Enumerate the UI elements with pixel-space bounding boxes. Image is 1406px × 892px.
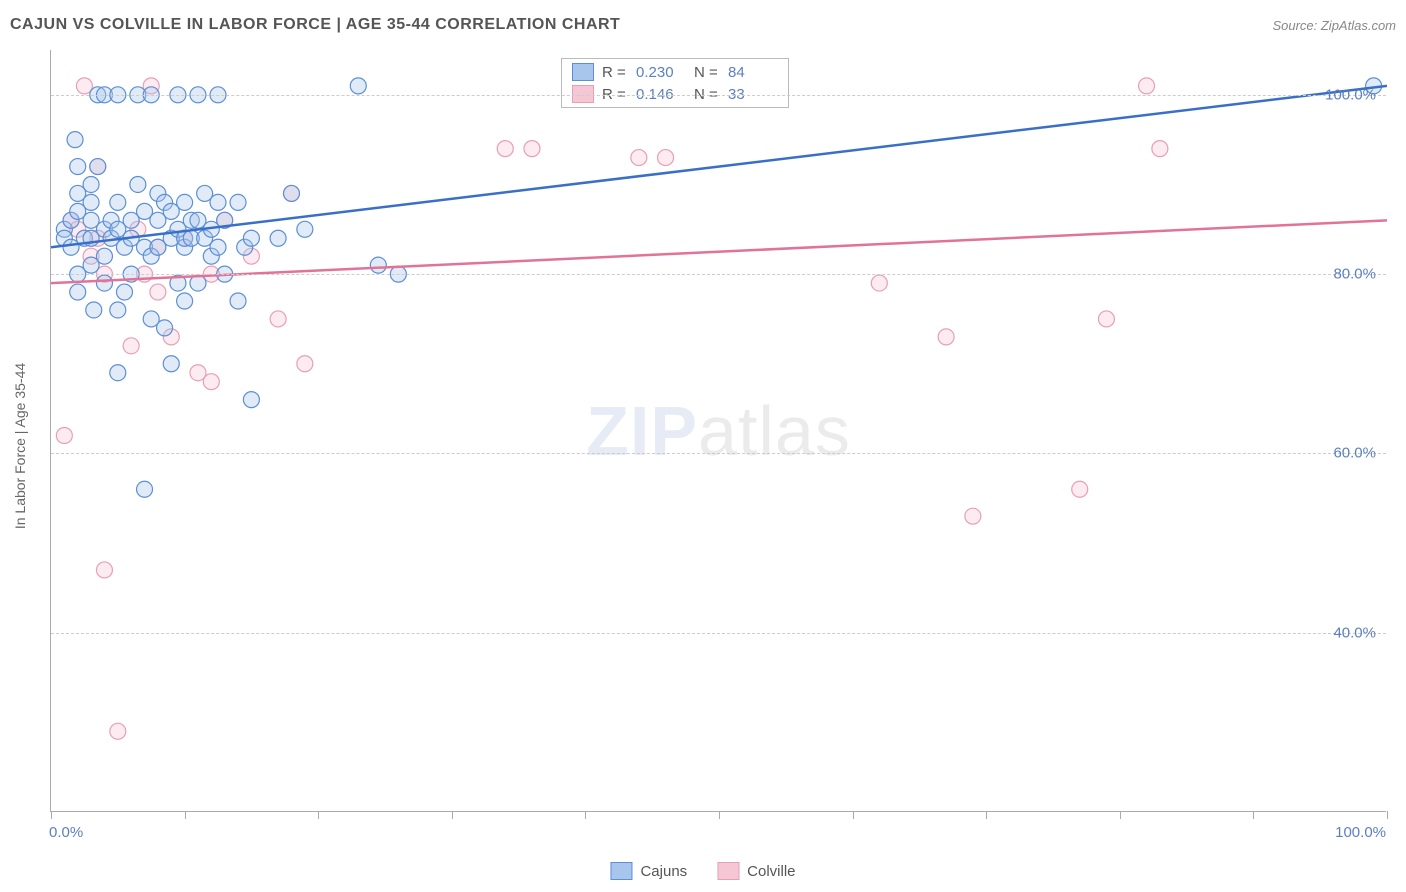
data-point xyxy=(96,248,112,264)
legend-series-item: Cajuns xyxy=(610,862,687,880)
title-bar: CAJUN VS COLVILLE IN LABOR FORCE | AGE 3… xyxy=(10,10,1396,40)
legend-swatch xyxy=(572,63,594,81)
gridline-h xyxy=(51,95,1386,96)
legend-r-label: R = xyxy=(602,64,628,81)
x-tick xyxy=(986,811,987,819)
data-point xyxy=(230,194,246,210)
plot-svg xyxy=(51,50,1387,812)
data-point xyxy=(210,239,226,255)
data-point xyxy=(163,356,179,372)
data-point xyxy=(150,284,166,300)
x-tick xyxy=(1253,811,1254,819)
data-point xyxy=(56,427,72,443)
data-point xyxy=(1139,78,1155,94)
data-point xyxy=(1098,311,1114,327)
legend-r-value: 0.230 xyxy=(636,64,686,81)
source-label: Source: ZipAtlas.com xyxy=(1272,18,1396,33)
data-point xyxy=(83,176,99,192)
data-point xyxy=(658,150,674,166)
data-point xyxy=(1072,481,1088,497)
data-point xyxy=(243,392,259,408)
data-point xyxy=(270,230,286,246)
x-tick xyxy=(853,811,854,819)
gridline-h xyxy=(51,274,1386,275)
data-point xyxy=(297,356,313,372)
data-point xyxy=(177,194,193,210)
x-tick xyxy=(185,811,186,819)
legend-series-label: Colville xyxy=(747,863,795,880)
legend-series-item: Colville xyxy=(717,862,795,880)
data-point xyxy=(243,230,259,246)
plot-area: ZIPatlas R =0.230N =84R =0.146N =33 40.0… xyxy=(50,50,1386,812)
x-tick-label-right: 100.0% xyxy=(1335,824,1386,841)
x-tick xyxy=(585,811,586,819)
data-point xyxy=(123,338,139,354)
legend-swatch xyxy=(610,862,632,880)
legend-correlation: R =0.230N =84R =0.146N =33 xyxy=(561,58,789,108)
data-point xyxy=(283,185,299,201)
data-point xyxy=(631,150,647,166)
data-point xyxy=(70,284,86,300)
data-point xyxy=(110,302,126,318)
gridline-h xyxy=(51,633,1386,634)
x-tick xyxy=(318,811,319,819)
data-point xyxy=(524,141,540,157)
data-point xyxy=(70,159,86,175)
data-point xyxy=(871,275,887,291)
data-point xyxy=(96,275,112,291)
data-point xyxy=(1152,141,1168,157)
data-point xyxy=(370,257,386,273)
data-point xyxy=(938,329,954,345)
data-point xyxy=(203,374,219,390)
data-point xyxy=(96,562,112,578)
y-axis-label: In Labor Force | Age 35-44 xyxy=(12,363,28,529)
data-point xyxy=(137,481,153,497)
data-point xyxy=(130,176,146,192)
data-point xyxy=(497,141,513,157)
legend-swatch xyxy=(717,862,739,880)
data-point xyxy=(210,194,226,210)
x-tick xyxy=(1387,811,1388,819)
data-point xyxy=(110,723,126,739)
y-tick-label: 100.0% xyxy=(1325,86,1376,103)
legend-correlation-row: R = 0.230 N = 84 xyxy=(572,63,778,81)
y-tick-label: 60.0% xyxy=(1333,445,1376,462)
data-point xyxy=(350,78,366,94)
x-tick xyxy=(719,811,720,819)
chart-title: CAJUN VS COLVILLE IN LABOR FORCE | AGE 3… xyxy=(10,16,620,34)
x-tick xyxy=(1120,811,1121,819)
x-tick-label-left: 0.0% xyxy=(49,824,83,841)
legend-n-label: N = xyxy=(694,64,720,81)
data-point xyxy=(177,293,193,309)
gridline-h xyxy=(51,453,1386,454)
data-point xyxy=(270,311,286,327)
legend-series: Cajuns Colville xyxy=(610,862,795,880)
x-tick xyxy=(51,811,52,819)
legend-series-label: Cajuns xyxy=(640,863,687,880)
data-point xyxy=(297,221,313,237)
data-point xyxy=(83,194,99,210)
data-point xyxy=(230,293,246,309)
x-tick xyxy=(452,811,453,819)
data-point xyxy=(110,194,126,210)
data-point xyxy=(86,302,102,318)
data-point xyxy=(965,508,981,524)
y-tick-label: 80.0% xyxy=(1333,266,1376,283)
data-point xyxy=(90,159,106,175)
data-point xyxy=(67,132,83,148)
y-tick-label: 40.0% xyxy=(1333,624,1376,641)
data-point xyxy=(157,320,173,336)
trend-line xyxy=(51,86,1387,247)
data-point xyxy=(110,365,126,381)
data-point xyxy=(116,284,132,300)
chart-container: CAJUN VS COLVILLE IN LABOR FORCE | AGE 3… xyxy=(0,0,1406,892)
legend-n-value: 84 xyxy=(728,64,778,81)
